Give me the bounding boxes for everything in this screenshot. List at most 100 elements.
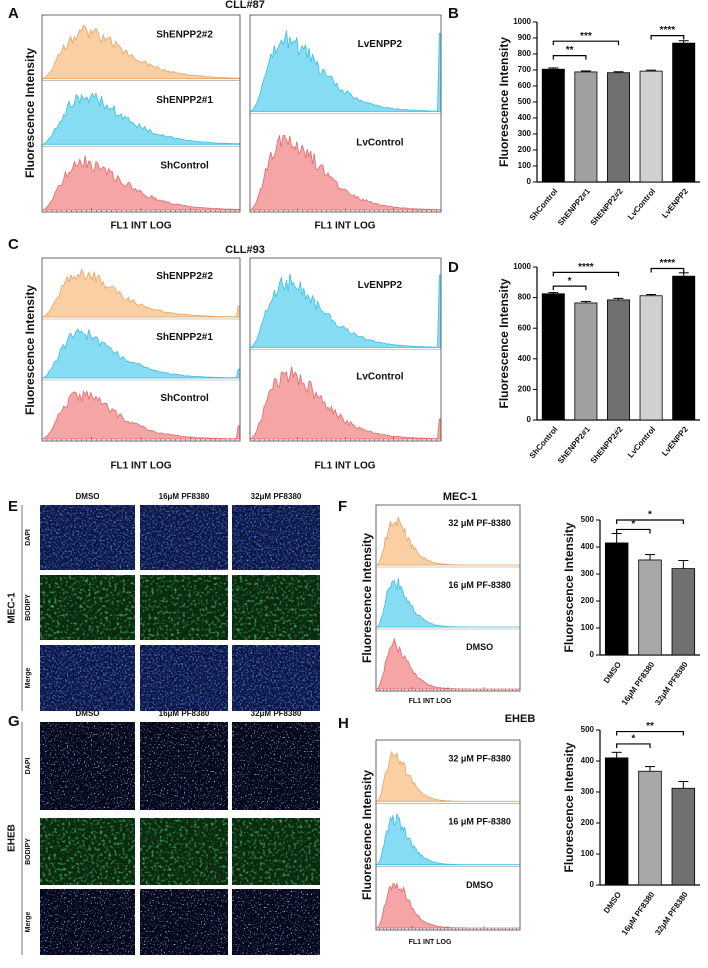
x-tick-label: LvENPP2 — [660, 424, 690, 457]
x-tick-label: ShControl — [528, 187, 560, 222]
error-bar — [611, 533, 622, 543]
y-axis-label: Fluorescence Intensity — [23, 285, 37, 415]
y-tick-label: 100 — [581, 849, 595, 858]
histogram-curve — [375, 578, 520, 628]
x-tick-label: 32μM PF8380 — [653, 890, 690, 937]
significance-bracket — [552, 55, 587, 60]
histogram-curve — [249, 30, 442, 112]
significance-label: **** — [660, 258, 676, 269]
panel-label: F — [338, 498, 347, 515]
histogram-curve — [41, 389, 241, 440]
bar — [607, 299, 630, 421]
x-axis-label: FL1 INT LOG — [409, 939, 452, 946]
y-tick-label: 300 — [518, 129, 532, 138]
bar — [604, 757, 629, 886]
bar — [607, 72, 630, 183]
column-header: DMSO — [76, 492, 100, 501]
micrograph-texture — [40, 575, 135, 640]
sample-label: 16 μM PF-8380 — [448, 817, 511, 827]
y-tick-label: 400 — [581, 756, 595, 765]
panel-label: B — [448, 5, 459, 22]
bar — [639, 295, 663, 421]
y-tick-label: 1000 — [513, 17, 531, 26]
x-axis-label: FL1 INT LOG — [314, 221, 375, 232]
y-tick-label: 500 — [581, 725, 595, 734]
row-label: Merge — [25, 912, 32, 933]
x-axis-label: FL1 INT LOG — [314, 461, 375, 472]
micrograph-texture — [40, 889, 135, 955]
significance-label: *** — [580, 31, 592, 42]
column-header: 16μM PF8380 — [159, 709, 210, 718]
y-axis-label: Fluorescence Intensity — [497, 37, 511, 167]
histogram-curve — [375, 516, 520, 566]
panel-label: A — [8, 5, 19, 22]
micrograph-texture — [232, 645, 320, 711]
x-tick-label: ShENPP2#2 — [589, 424, 625, 465]
error-bar — [678, 560, 689, 569]
y-tick-label: 400 — [518, 354, 532, 363]
significance-bracket — [552, 271, 620, 277]
y-tick-label: 100 — [518, 161, 532, 170]
significance-label: * — [631, 734, 635, 745]
micrograph-texture — [40, 505, 135, 570]
x-axis-label: FL1 INT LOG — [110, 461, 171, 472]
x-tick-label: LvENPP2 — [660, 186, 690, 219]
y-tick-label: 400 — [581, 542, 595, 551]
column-header: DMSO — [76, 709, 100, 718]
cell-line-label: MEC-1 — [7, 592, 18, 624]
sample-label: ShENPP2#1 — [156, 332, 213, 343]
column-header: 32μM PF8380 — [251, 709, 302, 718]
histogram-curve — [41, 328, 241, 379]
y-tick-label: 0 — [590, 880, 595, 889]
significance-bracket — [650, 267, 685, 273]
micrograph-texture — [40, 722, 135, 810]
bar — [604, 542, 629, 656]
histogram-title: MEC-1 — [443, 491, 477, 503]
x-tick-label: LvControl — [626, 425, 657, 460]
micrograph-texture — [40, 818, 135, 885]
y-axis-label: Fluorescence Intensity — [562, 742, 576, 872]
y-tick-label: 300 — [581, 787, 595, 796]
y-tick-label: 700 — [518, 65, 532, 74]
significance-bracket — [616, 730, 684, 736]
x-axis-label: FL1 INT LOG — [110, 221, 171, 232]
y-tick-label: 200 — [581, 818, 595, 827]
y-tick-label: 400 — [518, 113, 532, 122]
error-bar — [678, 780, 689, 789]
histogram-title: EHEB — [505, 713, 536, 725]
sample-label: 32 μM PF-8380 — [448, 753, 511, 763]
error-bar — [678, 40, 689, 44]
micrograph-texture — [140, 889, 228, 955]
bar — [541, 68, 565, 183]
x-tick-label: DMSO — [602, 660, 623, 685]
sample-label: LvControl — [356, 372, 403, 383]
panel-label: G — [8, 713, 20, 730]
significance-label: **** — [578, 262, 594, 273]
bar — [574, 71, 598, 183]
sample-label: ShControl — [160, 161, 209, 172]
bar — [574, 302, 598, 421]
bar — [672, 42, 696, 183]
bar — [671, 568, 696, 656]
histogram-curve — [249, 273, 442, 348]
x-tick-label: DMSO — [602, 890, 623, 915]
x-tick-label: LvControl — [626, 187, 657, 222]
histogram-curve — [249, 134, 442, 211]
y-tick-label: 200 — [518, 385, 532, 394]
x-tick-label: ShENPP2#2 — [589, 186, 625, 227]
y-tick-label: 200 — [581, 596, 595, 605]
significance-bracket — [552, 285, 587, 291]
significance-label: * — [631, 519, 635, 530]
significance-label: ** — [566, 45, 574, 56]
sample-label: DMSO — [466, 642, 493, 652]
x-tick-label: ShENPP2#1 — [556, 424, 592, 465]
micrograph-texture — [232, 722, 320, 810]
bar — [638, 559, 662, 656]
row-label: Merge — [25, 668, 32, 689]
significance-label: * — [568, 276, 572, 287]
histogram-curve — [41, 92, 241, 145]
error-bar — [645, 554, 655, 560]
y-axis-label: Fluorescence Intensity — [497, 278, 511, 408]
significance-bracket — [552, 40, 620, 46]
